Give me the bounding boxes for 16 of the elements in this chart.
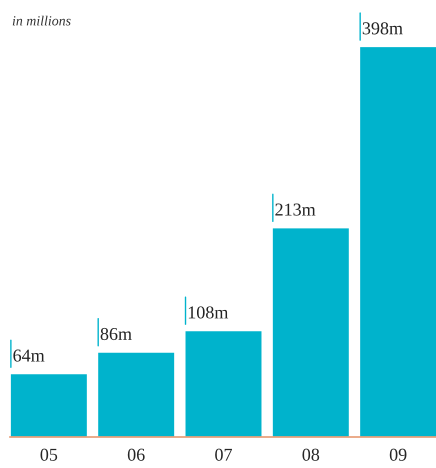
x-tick-label: 06: [128, 448, 145, 461]
text: in millions: [12, 16, 71, 26]
bar: [360, 47, 436, 437]
data-label: 64m: [13, 350, 44, 362]
x-tick-label: 09: [390, 448, 406, 461]
x-tick-label: 07: [215, 448, 232, 461]
x-tick-label: 05: [40, 448, 58, 461]
x-tick-label: 08: [302, 448, 320, 461]
data-label: 398m: [362, 22, 403, 34]
bar: [98, 352, 174, 437]
data-label: 86m: [100, 328, 132, 340]
bar: [10, 374, 87, 437]
bar: [186, 331, 262, 437]
bar: [272, 228, 349, 437]
data-label: 213m: [275, 204, 316, 216]
data-label: 108m: [188, 306, 228, 319]
